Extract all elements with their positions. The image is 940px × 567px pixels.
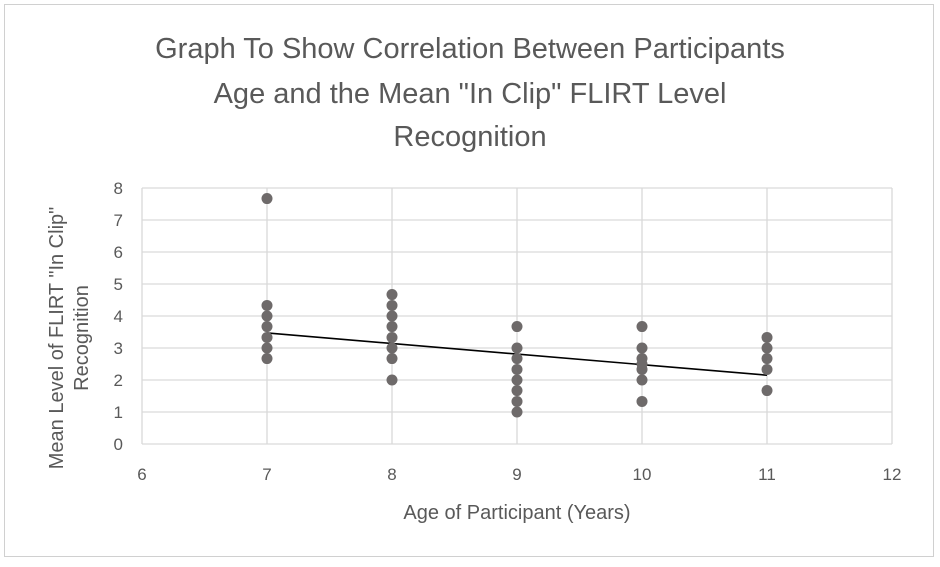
data-point <box>511 342 523 354</box>
x-tick-label: 6 <box>137 465 146 484</box>
y-tick-label: 0 <box>114 435 123 454</box>
y-tick-label: 2 <box>114 371 123 390</box>
data-point <box>386 342 398 354</box>
data-point <box>511 321 523 333</box>
data-point <box>261 353 273 365</box>
data-point <box>386 353 398 365</box>
y-tick-label: 6 <box>114 243 123 262</box>
chart-title-line-1: Graph To Show Correlation Between Partic… <box>155 33 785 65</box>
x-tick-label: 9 <box>512 465 521 484</box>
chart-container <box>4 4 934 557</box>
data-point <box>261 321 273 333</box>
data-point <box>511 363 523 375</box>
y-axis-title-line-1: Mean Level of FLIRT "In Clip" <box>46 207 68 469</box>
x-axis-title: Age of Participant (Years) <box>403 502 630 524</box>
data-points <box>261 193 773 418</box>
y-axis-title-line-2: Recognition <box>71 285 93 391</box>
data-point <box>761 385 773 397</box>
data-point <box>386 374 398 386</box>
data-point <box>386 331 398 343</box>
data-point <box>261 310 273 322</box>
y-tick-label: 3 <box>114 339 123 358</box>
data-point <box>511 406 523 418</box>
y-tick-label: 7 <box>114 211 123 230</box>
data-point <box>636 363 648 375</box>
data-point <box>261 342 273 354</box>
data-point <box>261 193 273 205</box>
data-point <box>511 395 523 407</box>
chart-title: Graph To Show Correlation Between Partic… <box>155 33 785 153</box>
data-point <box>386 299 398 311</box>
data-point <box>511 385 523 397</box>
y-tick-label: 1 <box>114 403 123 422</box>
y-tick-label: 8 <box>114 179 123 198</box>
x-axis-ticks: 6 7 8 9 10 11 12 <box>137 465 901 484</box>
x-tick-label: 8 <box>387 465 396 484</box>
x-tick-label: 10 <box>633 465 652 484</box>
data-point <box>386 310 398 322</box>
x-tick-label: 7 <box>262 465 271 484</box>
gridlines <box>141 187 893 445</box>
data-point <box>386 321 398 333</box>
y-tick-label: 4 <box>114 307 123 326</box>
data-point <box>761 353 773 365</box>
x-tick-label: 12 <box>883 465 902 484</box>
x-tick-label: 11 <box>758 465 776 484</box>
data-point <box>261 299 273 311</box>
y-axis-title: Mean Level of FLIRT "In Clip" Recognitio… <box>46 207 93 469</box>
data-point <box>511 353 523 365</box>
data-point <box>761 331 773 343</box>
data-point <box>261 331 273 343</box>
data-point <box>386 289 398 301</box>
data-point <box>761 342 773 354</box>
data-point <box>511 374 523 386</box>
chart-title-line-3: Recognition <box>393 121 546 153</box>
y-tick-label: 5 <box>114 275 123 294</box>
data-point <box>636 321 648 333</box>
data-point <box>636 342 648 354</box>
y-axis-ticks: 0 1 2 3 4 5 6 7 8 <box>114 179 123 454</box>
chart-title-line-2: Age and the Mean "In Clip" FLIRT Level <box>214 78 727 110</box>
data-point <box>761 363 773 375</box>
data-point <box>636 395 648 407</box>
data-point <box>636 374 648 386</box>
